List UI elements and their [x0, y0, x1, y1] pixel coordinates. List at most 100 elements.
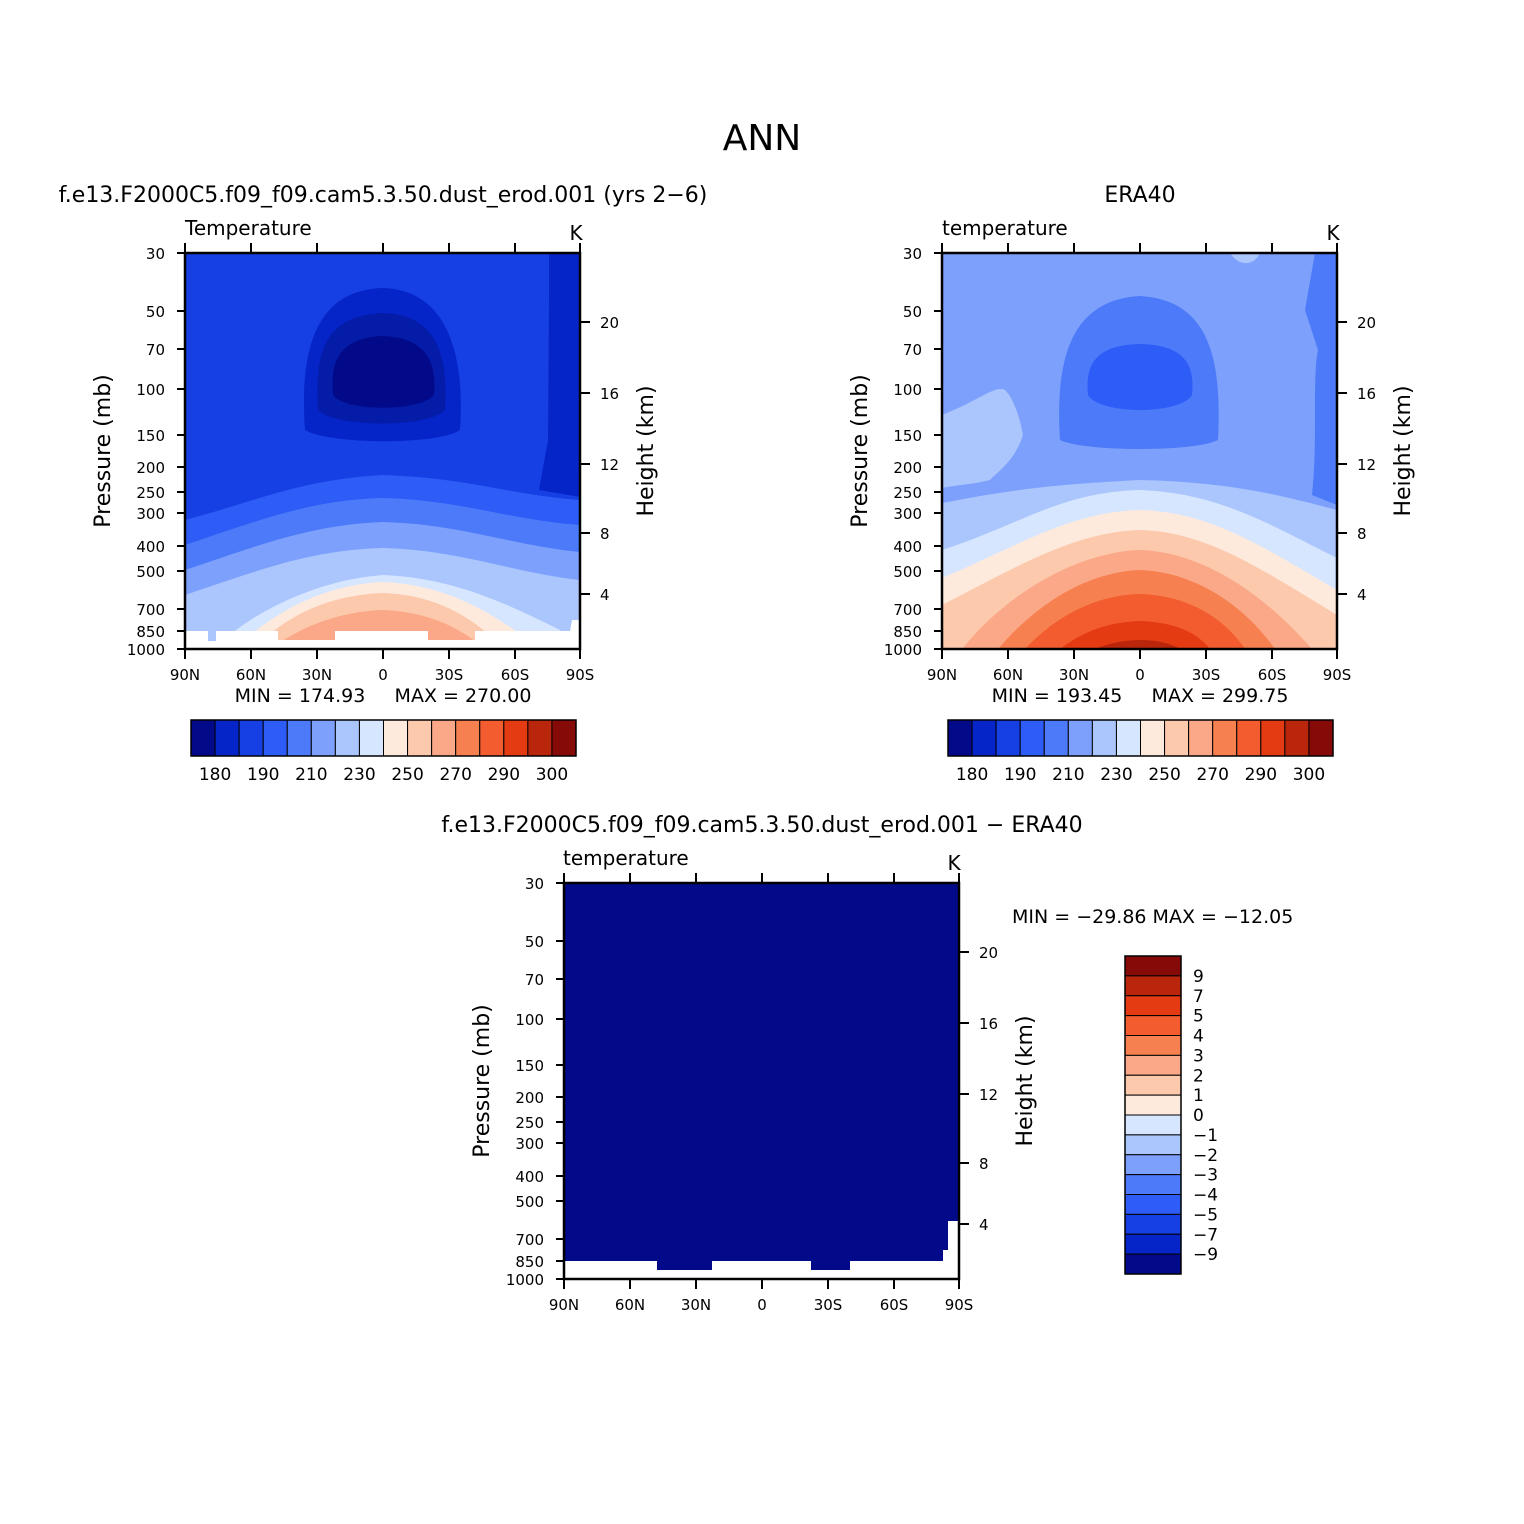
difference-colorbar-label: 0	[1193, 1106, 1204, 1126]
difference-colorbar-label: 7	[1193, 987, 1204, 1007]
x-tick-30n: 30N	[1059, 666, 1089, 684]
y-right-tick-4: 4	[600, 586, 610, 604]
era40-colorbar-swatch	[1260, 719, 1286, 757]
difference-colorbar-swatch	[1124, 1114, 1182, 1136]
y-tick-850: 850	[136, 623, 165, 641]
x-tick-30s: 30S	[435, 666, 464, 684]
difference-colorbar-swatch	[1124, 1154, 1182, 1176]
y-tick-700: 700	[136, 601, 165, 619]
difference-colorbar-label: 1	[1193, 1086, 1204, 1106]
panel-era40-units: K	[1326, 221, 1340, 245]
y-tick-50: 50	[525, 933, 544, 951]
y-right-tick-4: 4	[1357, 586, 1367, 604]
y-tick-500: 500	[515, 1193, 544, 1211]
y-tick-30: 30	[903, 245, 922, 263]
panel-model-variable: Temperature	[184, 216, 312, 240]
panel-era40-x-ticks: 90N 60N 30N 0 30S 60S 90S	[927, 243, 1351, 684]
y-tick-300: 300	[515, 1135, 544, 1153]
x-tick-90s: 90S	[1323, 666, 1352, 684]
y-tick-400: 400	[515, 1168, 544, 1186]
panel-model-title: f.e13.F2000C5.f09_f09.cam5.3.50.dust_ero…	[59, 183, 708, 208]
era-band-220-right	[1305, 253, 1337, 505]
era40-colorbar-swatch	[1236, 719, 1262, 757]
model-colorbar-swatch	[334, 719, 360, 757]
x-tick-0: 0	[378, 666, 388, 684]
panel-model-y-axis-title: Pressure (mb)	[91, 374, 116, 528]
y-tick-300: 300	[893, 505, 922, 523]
difference-colorbar-label: 2	[1193, 1066, 1204, 1086]
difference-colorbar-swatch	[1124, 1035, 1182, 1056]
panel-era40-title: ERA40	[1104, 183, 1175, 208]
x-tick-90s: 90S	[945, 1296, 974, 1314]
y-tick-850: 850	[893, 623, 922, 641]
y-right-tick-12: 12	[979, 1086, 998, 1104]
y-right-tick-20: 20	[979, 944, 998, 962]
era40-colorbar-swatch	[1140, 719, 1166, 757]
difference-colorbar-swatch	[1124, 1054, 1182, 1076]
y-right-tick-8: 8	[979, 1155, 989, 1173]
y-tick-1000: 1000	[127, 641, 165, 659]
model-colorbar-swatch	[286, 719, 312, 757]
difference-colorbar-label: −5	[1193, 1205, 1218, 1225]
era40-colorbar-label: 190	[1004, 765, 1036, 785]
model-mask-notch	[208, 631, 216, 641]
era40-colorbar-swatch	[971, 719, 997, 757]
era40-colorbar-swatch	[1212, 719, 1238, 757]
era-band-300	[1095, 640, 1180, 649]
y-right-tick-16: 16	[600, 385, 619, 403]
difference-colorbar-swatch	[1124, 1134, 1182, 1156]
y-tick-1000: 1000	[884, 641, 922, 659]
y-tick-150: 150	[515, 1057, 544, 1075]
x-tick-30s: 30S	[814, 1296, 843, 1314]
y-tick-30: 30	[525, 875, 544, 893]
era40-colorbar-swatch	[1091, 719, 1117, 757]
panel-era40-y-right-ticks: 20 16 12 8 4	[1337, 314, 1376, 604]
era40-colorbar-swatch	[1164, 719, 1190, 757]
era40-colorbar-swatch	[1284, 719, 1310, 757]
y-tick-100: 100	[515, 1011, 544, 1029]
x-tick-30s: 30S	[1192, 666, 1221, 684]
era40-colorbar-label: 230	[1100, 765, 1132, 785]
x-tick-90s: 90S	[566, 666, 595, 684]
model-colorbar-label: 250	[391, 765, 423, 785]
model-missing-data-mask	[185, 620, 580, 649]
era40-colorbar-swatch	[995, 719, 1021, 757]
x-tick-60n: 60N	[236, 666, 266, 684]
y-right-tick-8: 8	[1357, 525, 1367, 543]
y-right-tick-16: 16	[979, 1015, 998, 1033]
difference-colorbar-swatch	[1124, 975, 1182, 997]
era40-colorbar-swatch	[1067, 719, 1093, 757]
panel-difference-x-ticks: 90N 60N 30N 0 30S 60S 90S	[549, 873, 973, 1314]
x-tick-0: 0	[1135, 666, 1145, 684]
y-tick-70: 70	[525, 971, 544, 989]
y-tick-100: 100	[136, 381, 165, 399]
model-colorbar-swatch	[214, 719, 240, 757]
y-tick-200: 200	[893, 459, 922, 477]
difference-colorbar-swatch	[1124, 1015, 1182, 1036]
x-tick-30n: 30N	[302, 666, 332, 684]
model-colorbar-swatch	[383, 719, 409, 757]
y-tick-700: 700	[893, 601, 922, 619]
model-colorbar-swatch	[527, 719, 553, 757]
panel-difference-contour-field	[564, 883, 959, 1279]
panel-model-units: K	[569, 221, 583, 245]
panel-difference-minmax-label: MIN = −29.86 MAX = −12.05	[1012, 906, 1293, 928]
y-tick-200: 200	[136, 459, 165, 477]
model-colorbar-swatch	[407, 719, 433, 757]
era40-colorbar-swatch	[1115, 719, 1141, 757]
diff-band-below-minus9	[564, 883, 959, 1279]
panel-model: f.e13.F2000C5.f09_f09.cam5.3.50.dust_ero…	[59, 183, 708, 785]
model-colorbar-swatch	[358, 719, 384, 757]
panel-model-y-right-ticks: 20 16 12 8 4	[580, 314, 619, 604]
difference-colorbar-swatch	[1124, 1253, 1182, 1275]
y-tick-500: 500	[136, 563, 165, 581]
x-tick-60s: 60S	[501, 666, 530, 684]
model-colorbar-swatch	[238, 719, 264, 757]
difference-colorbar-label: −3	[1193, 1166, 1218, 1186]
model-colorbar-label: 290	[488, 765, 520, 785]
y-right-tick-16: 16	[1357, 385, 1376, 403]
difference-colorbar-swatch	[1124, 1074, 1182, 1096]
y-right-tick-4: 4	[979, 1216, 989, 1234]
model-colorbar-swatch	[551, 719, 577, 757]
